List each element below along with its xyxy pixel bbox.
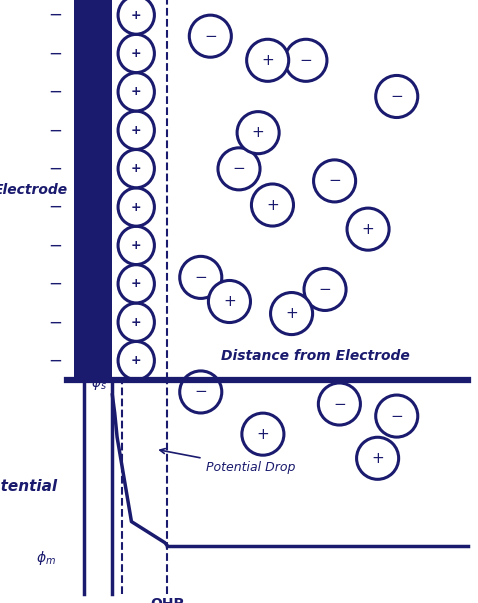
Ellipse shape — [237, 112, 279, 154]
Text: +: + — [261, 53, 274, 68]
Text: Electrode: Electrode — [0, 183, 68, 197]
Text: +: + — [131, 354, 141, 367]
Text: −: − — [48, 236, 62, 254]
Ellipse shape — [180, 256, 222, 298]
Text: +: + — [266, 198, 279, 212]
Text: +: + — [252, 125, 264, 140]
Ellipse shape — [242, 413, 284, 455]
Ellipse shape — [285, 39, 327, 81]
Ellipse shape — [247, 39, 289, 81]
Text: $\phi_m$: $\phi_m$ — [36, 549, 56, 567]
Text: −: − — [300, 53, 312, 68]
Text: +: + — [131, 8, 141, 22]
Text: −: − — [48, 352, 62, 370]
Ellipse shape — [357, 437, 399, 479]
Text: −: − — [48, 83, 62, 101]
Text: +: + — [131, 277, 141, 290]
Text: +: + — [285, 306, 298, 321]
Text: +: + — [362, 222, 374, 236]
Ellipse shape — [118, 226, 154, 265]
Text: −: − — [328, 174, 341, 188]
Ellipse shape — [376, 395, 418, 437]
Text: +: + — [131, 86, 141, 98]
Text: −: − — [333, 397, 346, 411]
Text: +: + — [131, 239, 141, 252]
Text: OHP: OHP — [151, 597, 184, 603]
Text: +: + — [131, 201, 141, 213]
Ellipse shape — [118, 188, 154, 226]
Bar — [74, 0, 112, 380]
Text: +: + — [223, 294, 236, 309]
Ellipse shape — [271, 292, 313, 335]
Text: −: − — [48, 45, 62, 63]
Text: −: − — [195, 385, 207, 399]
Ellipse shape — [118, 341, 154, 380]
Ellipse shape — [314, 160, 356, 202]
Ellipse shape — [208, 280, 250, 323]
Text: −: − — [319, 282, 331, 297]
Text: $\phi_s$: $\phi_s$ — [91, 374, 107, 392]
Ellipse shape — [180, 371, 222, 413]
Text: Distance from Electrode: Distance from Electrode — [221, 349, 410, 363]
Text: −: − — [195, 270, 207, 285]
Text: Potential Drop: Potential Drop — [160, 449, 295, 474]
Text: Potential: Potential — [0, 479, 58, 494]
Text: −: − — [48, 198, 62, 216]
Text: −: − — [48, 121, 62, 139]
Ellipse shape — [189, 15, 231, 57]
Text: +: + — [371, 451, 384, 466]
Text: +: + — [131, 47, 141, 60]
Ellipse shape — [376, 75, 418, 118]
Text: −: − — [204, 29, 217, 43]
Ellipse shape — [118, 34, 154, 72]
Text: −: − — [48, 160, 62, 178]
Text: +: + — [257, 427, 269, 441]
Text: −: − — [48, 6, 62, 24]
Text: −: − — [233, 162, 245, 176]
Ellipse shape — [251, 184, 293, 226]
Text: +: + — [131, 316, 141, 329]
Text: −: − — [391, 89, 403, 104]
Ellipse shape — [304, 268, 346, 311]
Ellipse shape — [318, 383, 360, 425]
Ellipse shape — [118, 73, 154, 111]
Text: +: + — [131, 124, 141, 137]
Ellipse shape — [218, 148, 260, 190]
Text: −: − — [48, 275, 62, 293]
Text: +: + — [131, 162, 141, 175]
Ellipse shape — [118, 303, 154, 341]
Text: −: − — [391, 409, 403, 423]
Ellipse shape — [118, 265, 154, 303]
Ellipse shape — [347, 208, 389, 250]
Ellipse shape — [118, 0, 154, 34]
Ellipse shape — [118, 150, 154, 188]
Text: −: − — [48, 313, 62, 331]
Ellipse shape — [118, 111, 154, 150]
